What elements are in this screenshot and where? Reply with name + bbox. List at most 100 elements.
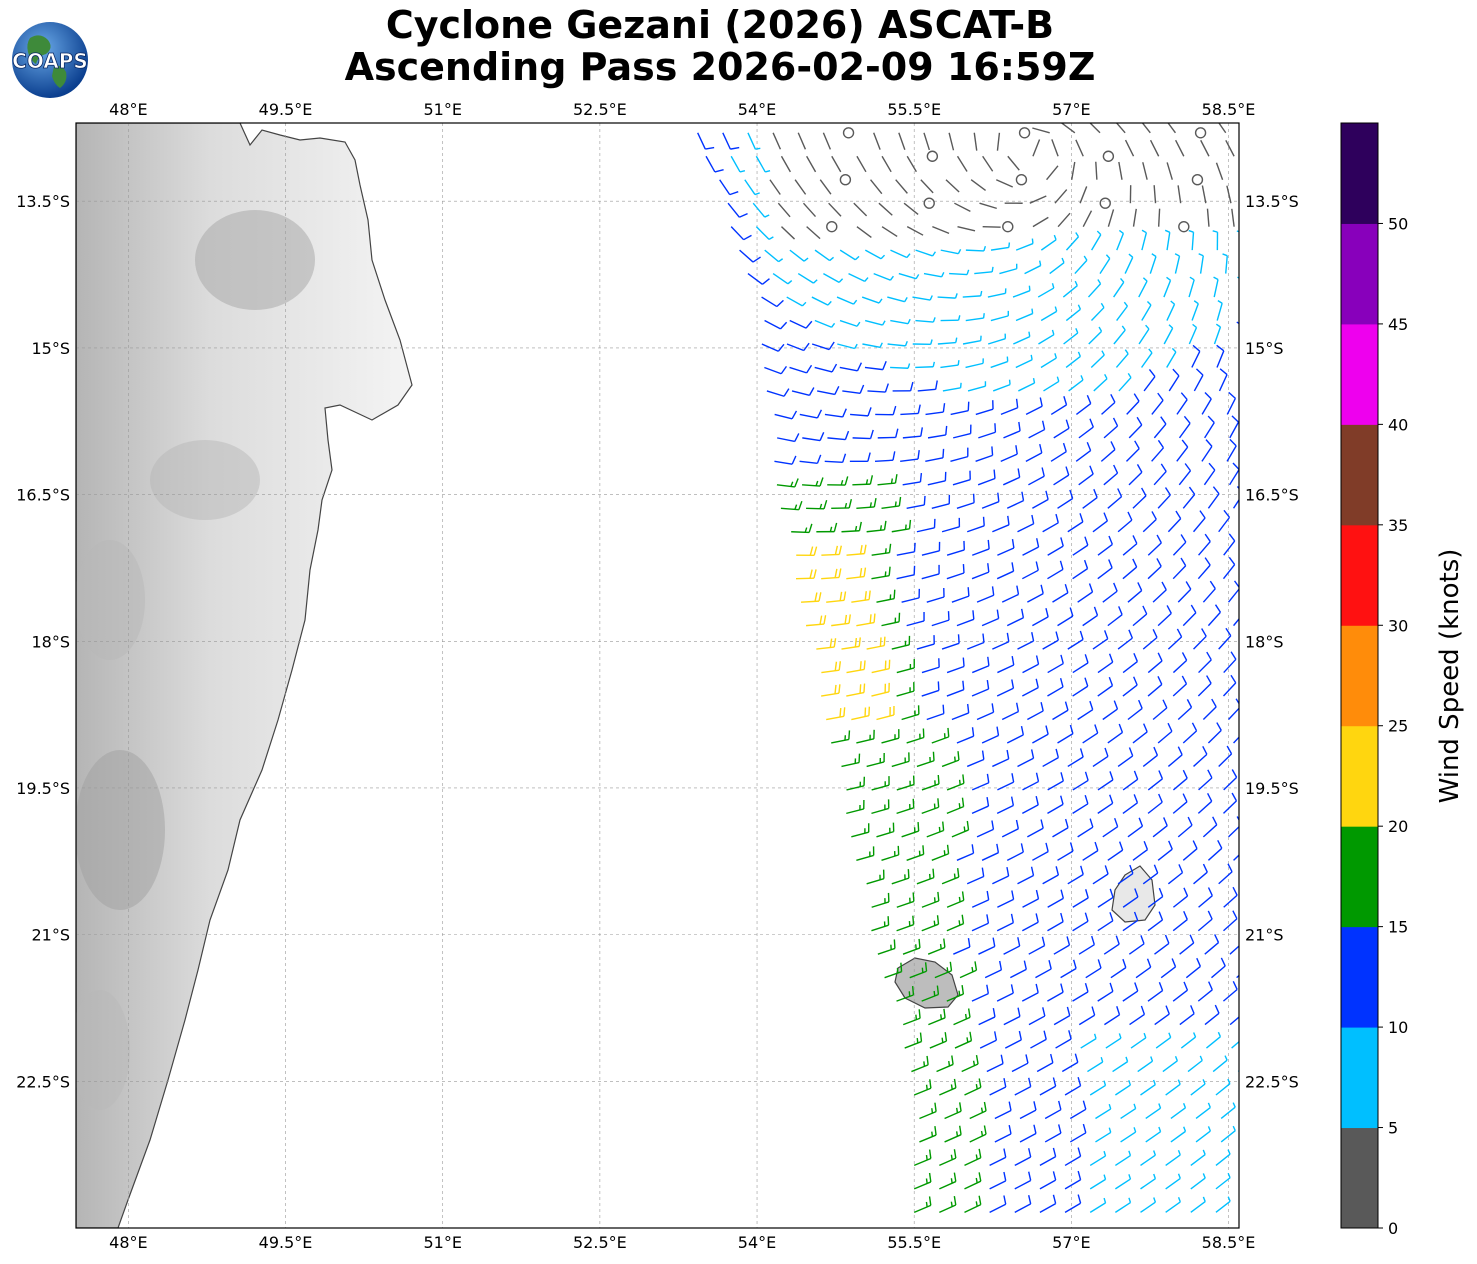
wind-barb [1078,944,1095,955]
wind-barb [1028,475,1045,486]
wind-barb [1006,617,1024,627]
wind-barb [965,317,984,322]
wind-barb [969,1133,987,1143]
lon-tick-label-bottom: 48°E [109,1233,147,1252]
wind-barb [1132,849,1148,861]
wind-barb [1188,327,1198,345]
wind-barb [1053,944,1070,955]
wind-barb [1128,943,1145,955]
wind-barb [927,480,946,486]
wind-barb [1038,334,1055,345]
wind-barb [919,1111,937,1120]
wind-barb [1245,374,1252,391]
lat-tick-label-right: 19.5°S [1245,779,1299,798]
wind-barb [1151,399,1164,415]
wind-barb [926,712,945,721]
wind-barb [906,226,924,236]
wind-barb [981,501,1000,509]
wind-barb [987,337,1006,345]
wind-barb [1142,518,1157,533]
wind-barb [1072,544,1089,556]
wind-barb [1040,310,1058,322]
wind-barb [1057,212,1071,228]
wind-barb [1231,208,1235,227]
wind-barb [890,366,909,369]
wind-barb [1057,497,1074,509]
wind-barb [1097,661,1114,674]
wind-barb [1116,305,1128,321]
wind-barb [1174,255,1181,274]
wind-barb [1229,421,1239,439]
wind-barb [1052,709,1069,721]
wind-barb [1142,162,1148,180]
wind-barb [1072,991,1089,1002]
wind-barb [1226,398,1237,415]
wind-barb [873,132,881,150]
wind-barb [1207,729,1222,744]
wind-barb [1069,1132,1087,1143]
wind-barb [1178,422,1191,439]
wind-barb [1014,1156,1032,1167]
wind-barb [971,688,989,697]
wind-barb [1003,945,1020,955]
wind-barb [926,596,945,603]
lon-tick-label-bottom: 57°E [1052,1233,1090,1252]
wind-barb [1188,279,1195,298]
wind-barb [1179,942,1195,955]
wind-barb [1202,824,1218,838]
wind-barb [781,226,796,240]
wind-barb [1039,1085,1056,1096]
wind-barb [881,505,900,509]
wind-barb [1052,827,1069,838]
wind-barb [1178,470,1192,486]
wind-barb [916,527,935,533]
wind-barb [1072,920,1089,932]
wind-barb [906,853,924,861]
wind-barb [1201,398,1212,415]
title-line-1: Cyclone Gezani (2026) ASCAT-B [385,3,1055,47]
lon-tick-label-top: 49.5°E [259,100,313,119]
wind-barb [881,737,900,744]
colorbar-bin [1341,625,1378,727]
wind-barb [901,713,920,721]
wind-barb [1174,139,1185,157]
wind-barb [777,437,795,443]
wind-barb [989,1086,1007,1096]
wind-barb [1195,1106,1211,1120]
wind-barb [866,529,885,533]
wind-barb [1163,327,1174,345]
wind-barb [1157,612,1172,627]
wind-barb [940,249,959,255]
wind-barb [1014,1085,1032,1096]
wind-barb [956,852,974,861]
wind-barb [1213,279,1219,298]
wind-barb [1222,988,1238,1002]
wind-barb [1074,259,1088,275]
wind-barb [727,202,740,218]
wind-barb [1191,232,1195,251]
wind-barb [1018,382,1035,392]
wind-barb [1102,826,1119,838]
wind-barb [1222,564,1236,580]
wind-barb [1003,1015,1021,1026]
wind-barb [1089,123,1101,134]
wind-barb [931,853,949,861]
wind-barb [887,343,906,347]
wind-barb [814,319,832,328]
wind-barb [1107,731,1123,744]
wind-barb [1047,662,1064,674]
wind-barb [1090,307,1105,322]
wind-barb [1122,990,1139,1002]
wind-barb [841,645,860,650]
wind-barb [1064,1202,1081,1213]
wind-barb [1241,1201,1255,1212]
wind-barb [1122,661,1138,674]
wind-barb [1077,709,1094,721]
lon-tick-label-top: 54°E [738,100,776,119]
wind-barb [896,783,915,791]
wind-barb [846,552,865,556]
wind-barb [964,1157,982,1167]
wind-barb [1042,639,1059,650]
wind-barb [1122,919,1139,932]
wind-barb [890,319,909,325]
